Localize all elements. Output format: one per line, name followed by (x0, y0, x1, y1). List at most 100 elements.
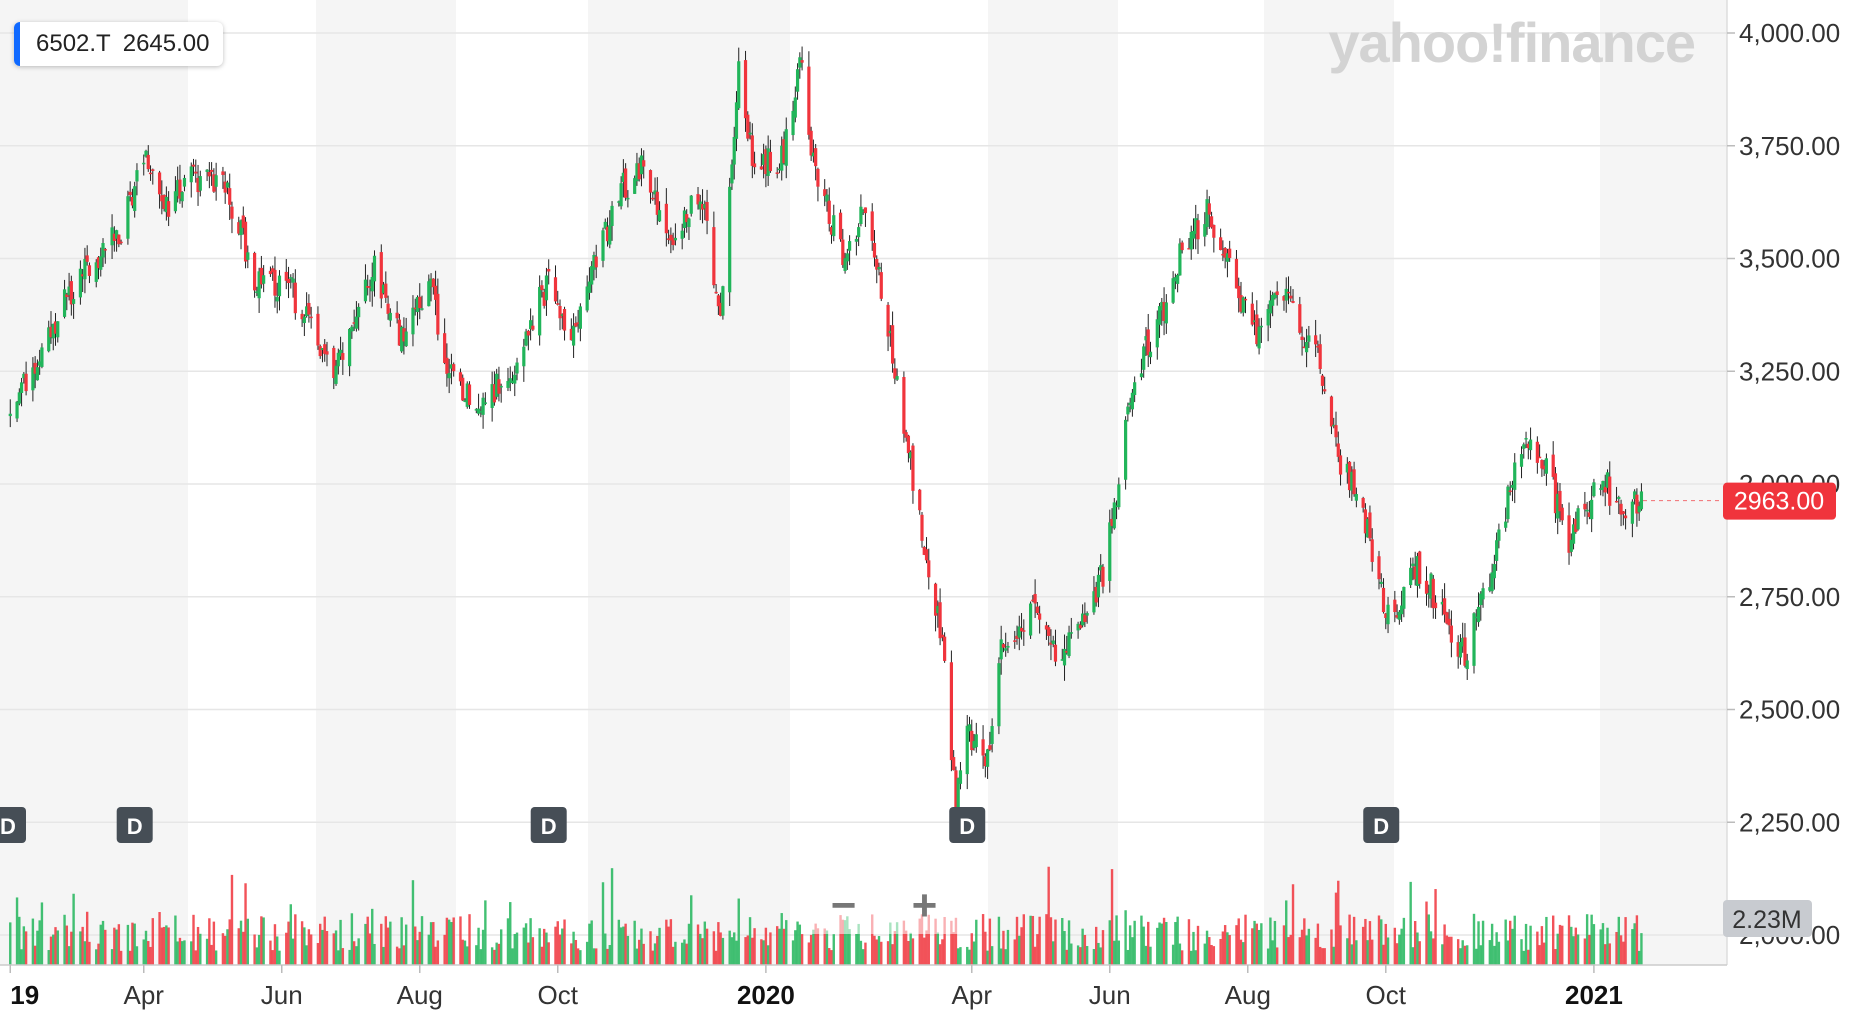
candle-body (1268, 300, 1272, 314)
volume-bar (1298, 937, 1302, 965)
volume-bar (47, 950, 50, 965)
volume-bar (1015, 916, 1019, 965)
volume-bar (554, 926, 557, 965)
candle-body (309, 316, 313, 319)
candle-body (1148, 351, 1153, 358)
volume-bar (1226, 932, 1229, 965)
volume-bar (1447, 936, 1451, 965)
dividend-badge[interactable] (949, 807, 986, 843)
volume-bar (1131, 937, 1134, 965)
candle-body (433, 285, 438, 300)
candle-body (490, 384, 494, 408)
zoom-out-button[interactable]: − (830, 881, 857, 930)
dividend-badge[interactable] (1363, 807, 1400, 843)
volume-bar (63, 914, 66, 965)
candle-body (273, 269, 277, 296)
volume-bar (445, 917, 449, 965)
candle-body (1302, 346, 1306, 349)
dividend-badge[interactable] (116, 807, 153, 843)
candle-body (1085, 613, 1089, 616)
candle-body (737, 61, 741, 109)
volume-bar (135, 946, 139, 965)
candle-body (730, 164, 734, 184)
dividend-marker[interactable]: D (949, 807, 986, 843)
volume-bar (515, 932, 519, 965)
volume-bar (1303, 918, 1306, 965)
x-tick-label: Aug (1225, 980, 1271, 1010)
volume-bar (1590, 914, 1593, 965)
candle-body (526, 330, 530, 336)
dividend-marker[interactable]: D (0, 807, 26, 843)
candle-body (560, 314, 564, 316)
volume-bar (1511, 928, 1514, 965)
candle-body (1381, 587, 1386, 613)
candle-body (1332, 424, 1336, 427)
candle-body (178, 179, 182, 199)
volume-bar (1275, 947, 1279, 965)
candle-body (952, 757, 956, 771)
candle-body (621, 172, 625, 182)
candle-body (1259, 325, 1263, 328)
month-band (588, 0, 790, 965)
candle-body (513, 374, 517, 384)
volume-bar (1004, 949, 1007, 965)
candle-body (838, 212, 843, 240)
candle-body (1038, 613, 1042, 620)
dividend-badge[interactable] (0, 807, 26, 843)
volume-bar (303, 927, 306, 965)
volume-bar (443, 934, 446, 965)
volume-bar (1409, 881, 1412, 965)
volume-bar (1540, 926, 1544, 965)
dividend-badge[interactable] (530, 807, 567, 843)
symbol-legend[interactable]: 6502.T 2645.00 (14, 22, 224, 66)
volume-bar (452, 917, 455, 965)
volume-bar (776, 926, 779, 965)
candle-body (164, 196, 168, 213)
candle-body (130, 196, 135, 206)
volume-bar (325, 931, 329, 965)
candle-body (775, 172, 779, 174)
candle-body (1318, 344, 1322, 370)
volume-bar (355, 946, 358, 965)
volume-bar (1522, 950, 1525, 965)
candle-body (624, 168, 628, 198)
candle-body (368, 286, 372, 288)
volume-bar (402, 945, 406, 965)
candle-body (1540, 460, 1544, 469)
candle-body (798, 57, 802, 68)
candle-body (370, 276, 374, 292)
volume-bar (278, 950, 281, 965)
volume-bar (1212, 946, 1216, 965)
candle-body (562, 309, 567, 331)
candle-body (529, 320, 533, 330)
candle-body (194, 171, 198, 174)
volume-bar (1196, 925, 1200, 965)
candle-body (447, 373, 451, 379)
volume-bar (461, 939, 464, 965)
candle-body (1051, 640, 1055, 644)
volume-bar (309, 934, 313, 965)
volume-bar (1208, 937, 1211, 965)
zoom-in-button[interactable]: + (911, 881, 938, 930)
candle-body (1015, 635, 1019, 639)
candle-body (1291, 301, 1295, 303)
volume-bar (65, 925, 69, 965)
candle-body (1053, 644, 1058, 662)
candle-body (671, 237, 675, 246)
candle-body (1465, 660, 1469, 670)
candle-body (386, 303, 390, 314)
volume-bar (956, 948, 960, 965)
dividend-marker[interactable]: D (530, 807, 567, 843)
dividend-marker[interactable]: D (1363, 807, 1400, 843)
volume-bar (1604, 944, 1607, 965)
candle-body (15, 401, 19, 419)
dividend-marker[interactable]: D (116, 807, 153, 843)
volume-bar (88, 941, 91, 965)
volume-bar (1509, 920, 1512, 965)
volume-bar (101, 920, 105, 965)
watermark-text: yahoo!finance (1328, 11, 1695, 74)
volume-bar (276, 936, 279, 965)
volume-bar (131, 922, 134, 965)
volume-bar (294, 914, 297, 965)
